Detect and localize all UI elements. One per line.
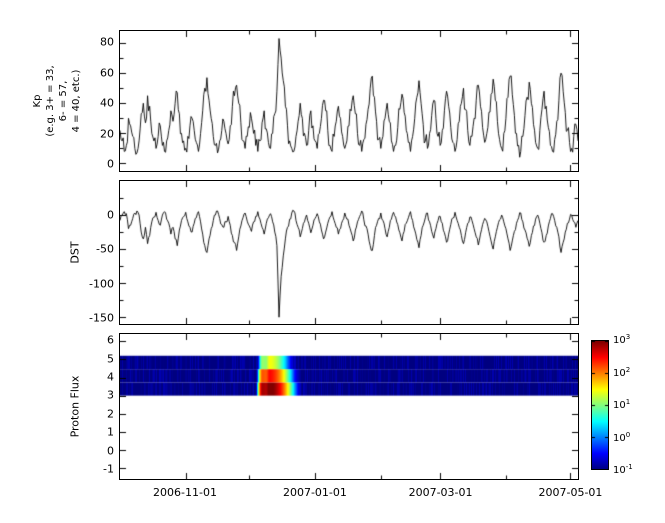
y-tick-label: -50 xyxy=(96,242,114,256)
colorbar-canvas xyxy=(592,341,608,469)
y-tick-label: -1 xyxy=(103,462,114,476)
y-tick-label: 80 xyxy=(100,35,114,49)
y-tick-label: 20 xyxy=(100,127,114,141)
colorbar-tick-labels: 103 102 101 100 10-1 xyxy=(613,333,653,475)
colorbar xyxy=(591,340,609,470)
kp-ylabel-line: 6- = 57, xyxy=(58,80,69,122)
kp-ylabel-line: (e.g. 3+ = 33, xyxy=(45,65,56,137)
y-tick-label: 0 xyxy=(107,444,114,458)
y-tick-label: 3 xyxy=(107,388,114,402)
y-tick-label: 40 xyxy=(100,96,114,110)
y-tick-label: 60 xyxy=(100,66,114,80)
dst-plot-canvas xyxy=(120,181,578,324)
proton-flux-panel xyxy=(119,333,579,480)
y-tick-label: 6 xyxy=(107,333,114,347)
colorbar-tick-label: 10-1 xyxy=(613,462,633,477)
y-tick-label: 1 xyxy=(107,425,114,439)
proton-flux-y-tick-labels: 6 5 4 3 2 1 0 -1 xyxy=(72,333,114,480)
kp-y-tick-labels: 80 60 40 20 0 xyxy=(72,30,114,172)
x-tick-label: 2006-11-01 xyxy=(153,486,217,499)
kp-plot-canvas xyxy=(120,31,578,171)
dst-panel xyxy=(119,180,579,325)
y-tick-label: 5 xyxy=(107,352,114,366)
dst-y-tick-labels: 0 -50 -100 -150 xyxy=(72,180,114,325)
y-tick-label: 4 xyxy=(107,370,114,384)
colorbar-tick-label: 103 xyxy=(613,332,631,347)
y-tick-label: 2 xyxy=(107,407,114,421)
colorbar-tick-label: 101 xyxy=(613,397,631,412)
y-tick-label: -150 xyxy=(89,311,114,325)
proton-flux-plot-canvas xyxy=(120,334,578,479)
colorbar-tick-label: 102 xyxy=(613,365,631,379)
y-tick-label: -100 xyxy=(89,277,114,291)
kp-panel xyxy=(119,30,579,172)
x-tick-label: 2007-01-01 xyxy=(282,486,347,499)
x-tick-label: 2007-05-01 xyxy=(538,486,603,499)
x-tick-label: 2007-03-01 xyxy=(408,486,473,499)
kp-ylabel-line: Kp xyxy=(32,94,43,108)
y-tick-label: 0 xyxy=(107,208,114,222)
x-tick-labels: 2006-11-01 2007-01-01 2007-03-01 2007-05-01 xyxy=(0,486,665,502)
colorbar-tick-label: 100 xyxy=(613,430,631,444)
y-tick-label: 0 xyxy=(107,157,114,171)
